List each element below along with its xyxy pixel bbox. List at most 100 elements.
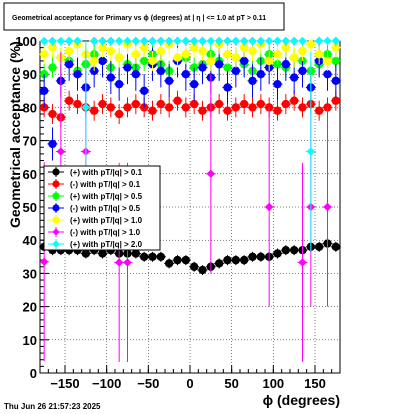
data-point (189, 36, 199, 46)
data-point (206, 56, 216, 66)
data-point (164, 103, 174, 112)
data-point (198, 265, 207, 275)
data-point (298, 36, 307, 46)
data-point (289, 36, 299, 46)
legend-label: (-) with pT/|q| > 0.1 (70, 180, 141, 189)
x-tick-label: −50 (137, 376, 159, 391)
data-point (289, 73, 299, 82)
x-tick-label: 50 (224, 376, 238, 391)
x-tick-label: 100 (262, 376, 284, 391)
data-point (198, 36, 207, 46)
data-point (106, 46, 116, 56)
data-point (231, 53, 241, 62)
data-point (239, 36, 249, 46)
legend-marker (52, 240, 60, 248)
data-point (198, 106, 207, 115)
data-point (98, 43, 107, 52)
data-point (248, 76, 257, 86)
data-point (156, 36, 166, 46)
data-point (114, 79, 124, 89)
data-point (206, 36, 216, 46)
legend-label: (+) with pT/|q| > 0.5 (70, 192, 143, 201)
data-point (239, 43, 249, 52)
data-point (173, 53, 182, 62)
data-point (248, 103, 257, 112)
y-tick-label: 90 (23, 67, 37, 82)
data-point (139, 43, 149, 52)
data-point (281, 245, 291, 255)
data-point (231, 255, 241, 265)
data-point (331, 96, 341, 105)
data-point (198, 46, 207, 56)
data-point (123, 103, 132, 112)
data-point (106, 73, 116, 82)
data-point (231, 36, 241, 46)
data-point (139, 36, 149, 46)
data-point (281, 36, 291, 46)
data-point (231, 66, 241, 76)
data-point (239, 56, 249, 66)
series-6 (39, 36, 341, 252)
data-point (48, 139, 57, 149)
data-point (56, 36, 66, 46)
legend-label: (-) with pT/|q| > 1.0 (70, 228, 141, 237)
data-point (106, 36, 116, 46)
data-point (73, 70, 82, 79)
data-point (223, 106, 232, 115)
y-axis-label: Geometrical acceptance (%) (7, 41, 23, 228)
data-point (123, 63, 132, 72)
data-point (156, 66, 166, 76)
data-point (98, 36, 107, 46)
x-tick-label: −100 (92, 376, 121, 391)
data-point (48, 36, 57, 46)
data-point (164, 259, 174, 268)
data-point (264, 202, 274, 212)
data-point (189, 99, 199, 109)
y-tick-label: 30 (23, 266, 37, 281)
legend-marker (52, 216, 60, 224)
data-point (39, 257, 49, 266)
data-point (131, 70, 141, 79)
data-point (164, 76, 174, 86)
data-point (298, 258, 307, 267)
data-point (89, 56, 99, 66)
data-point (39, 50, 49, 59)
data-point (214, 60, 224, 69)
data-point (131, 99, 141, 109)
data-point (39, 86, 49, 96)
data-point (156, 252, 166, 261)
data-point (48, 43, 57, 52)
data-point (248, 46, 257, 56)
data-point (139, 86, 149, 96)
data-point (306, 147, 316, 156)
data-point (181, 70, 191, 79)
data-point (289, 53, 299, 62)
data-point (56, 147, 66, 156)
data-point (131, 36, 141, 46)
legend-marker (52, 192, 60, 200)
data-point (331, 43, 341, 52)
data-point (331, 36, 341, 46)
data-point (64, 96, 74, 105)
legend-label: (+) with pT/|q| > 2.0 (70, 240, 143, 249)
data-point (314, 36, 324, 46)
data-point (98, 56, 107, 66)
legend-marker (52, 204, 60, 212)
data-point (298, 66, 307, 76)
series-4 (39, 40, 341, 71)
data-point (123, 36, 132, 46)
data-point (89, 36, 99, 46)
data-point (156, 99, 166, 109)
data-point (273, 36, 282, 46)
data-point (114, 53, 124, 62)
data-point (189, 79, 199, 89)
data-point (181, 50, 191, 59)
data-point (198, 63, 207, 72)
data-point (289, 96, 299, 105)
data-point (98, 249, 107, 258)
data-point (256, 70, 266, 79)
data-point (148, 56, 157, 66)
data-point (331, 242, 341, 252)
data-point (223, 36, 232, 46)
data-point (214, 99, 224, 109)
